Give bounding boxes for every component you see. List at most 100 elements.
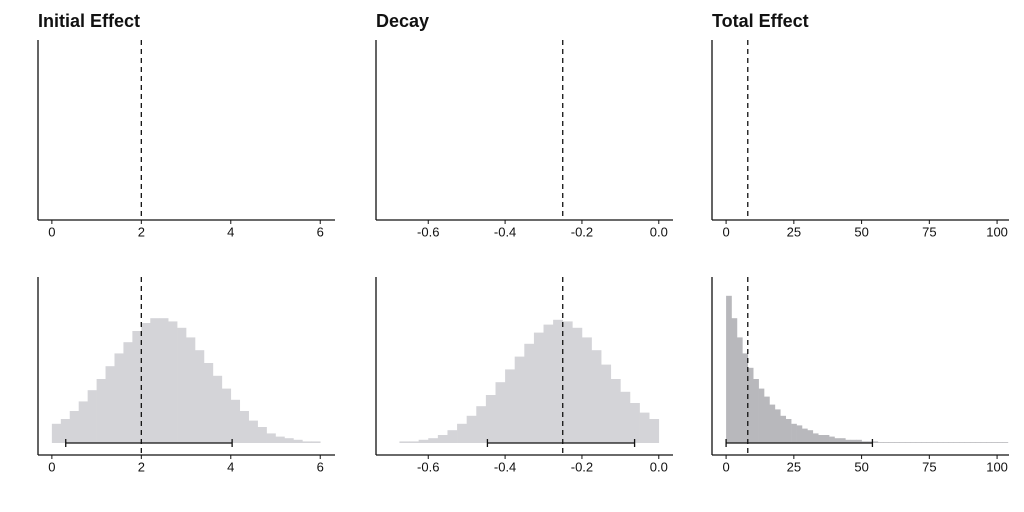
histogram-bar — [203, 363, 214, 443]
x-tick-label: -0.6 — [417, 459, 439, 474]
histogram-bar — [726, 295, 732, 443]
x-tick-label: 6 — [317, 224, 324, 239]
histogram-bar — [87, 390, 97, 443]
x-tick-label: -0.4 — [494, 224, 516, 239]
histogram-bar — [177, 327, 187, 443]
histogram-bar — [123, 342, 133, 443]
x-tick-label: 0 — [722, 459, 729, 474]
histogram-bar — [856, 439, 862, 443]
histogram-bar — [796, 425, 803, 443]
histogram-bar — [764, 396, 770, 443]
histogram-bar — [807, 430, 814, 443]
histogram-bar — [969, 442, 976, 443]
histogram-bar — [910, 442, 917, 443]
histogram-bar — [758, 388, 765, 443]
histogram-bar — [812, 433, 819, 443]
histogram-bar — [428, 438, 439, 443]
histogram-bar — [753, 379, 759, 443]
histogram-bar — [785, 419, 792, 443]
histogram-bar — [861, 441, 868, 443]
histogram-bar — [926, 442, 933, 443]
histogram-bar — [801, 428, 808, 443]
histogram-bar — [899, 442, 906, 443]
x-tick-label: -0.2 — [571, 224, 593, 239]
histogram-bar — [150, 318, 160, 443]
x-tick-label: -0.2 — [571, 459, 593, 474]
histogram-bar — [839, 438, 846, 443]
histogram-bar — [212, 375, 223, 443]
x-tick-label: 50 — [854, 459, 868, 474]
x-tick-label: -0.6 — [417, 224, 439, 239]
histogram-bar — [78, 401, 88, 443]
x-tick-label: 100 — [986, 224, 1008, 239]
histogram-bar — [437, 435, 448, 443]
x-tick-label: 75 — [922, 459, 936, 474]
histogram-bar — [302, 441, 312, 443]
histogram-bar — [948, 442, 955, 443]
histogram-bar — [649, 419, 660, 443]
histogram-bar — [1002, 442, 1009, 443]
x-tick-label: 4 — [227, 224, 234, 239]
histogram-bar — [221, 388, 232, 443]
histogram-bar — [877, 442, 884, 443]
histogram-bar — [921, 442, 927, 443]
x-tick-label: 25 — [787, 459, 801, 474]
histogram-bar — [457, 423, 467, 443]
histogram-bar — [562, 321, 573, 443]
x-tick-label: 6 — [317, 459, 324, 474]
histogram-bar — [997, 442, 1003, 443]
x-tick-label: 0 — [48, 224, 55, 239]
histogram-bar — [141, 323, 151, 443]
histogram-bar — [610, 379, 621, 443]
x-tick-label: 4 — [227, 459, 234, 474]
histogram-bar — [986, 442, 992, 443]
histogram-bar — [953, 442, 960, 443]
histogram-bar — [850, 439, 857, 443]
histogram-bar — [942, 442, 949, 443]
histogram-bar — [991, 442, 998, 443]
histogram-bar — [581, 337, 592, 443]
histogram-bar — [883, 442, 889, 443]
x-tick-label: 0 — [48, 459, 55, 474]
x-tick-label: -0.4 — [494, 459, 516, 474]
histogram-bar — [780, 415, 787, 443]
histogram-bar — [514, 356, 525, 443]
histogram-bar — [159, 318, 169, 443]
histogram-bar — [186, 337, 196, 443]
histogram-bar — [409, 441, 419, 443]
histogram-bar — [447, 430, 458, 443]
histogram-bar — [904, 442, 911, 443]
x-tick-label: 2 — [138, 459, 145, 474]
panel-title: Decay — [376, 11, 429, 31]
histogram-bar — [476, 406, 487, 443]
histogram-bar — [742, 353, 749, 443]
histogram-bar — [96, 379, 106, 443]
histogram-bar — [980, 442, 987, 443]
x-tick-label: 0.0 — [650, 459, 668, 474]
histogram-bar — [168, 321, 178, 443]
histogram-bar — [69, 411, 80, 443]
histogram-bar — [591, 350, 602, 443]
x-tick-label: 25 — [787, 224, 801, 239]
histogram-bar — [266, 433, 276, 443]
x-tick-label: 2 — [138, 224, 145, 239]
histogram-bar — [248, 420, 258, 443]
histogram-bar — [553, 319, 564, 443]
histogram-bar — [275, 436, 285, 443]
histogram-bar — [284, 438, 294, 443]
histogram-bar — [524, 343, 535, 443]
histogram-bar — [834, 438, 841, 443]
histogram-bar — [818, 435, 824, 443]
histogram-bar — [194, 350, 205, 443]
histogram-bar — [505, 369, 516, 443]
x-tick-label: 0 — [722, 224, 729, 239]
histogram-bar — [867, 441, 873, 443]
histogram-bar — [466, 415, 477, 443]
histogram-bar — [964, 442, 971, 443]
histogram-bar — [823, 435, 830, 443]
histogram-bar — [888, 442, 895, 443]
histogram-bar — [399, 441, 410, 443]
histogram-bar — [105, 366, 115, 443]
histogram-bar — [572, 327, 583, 443]
